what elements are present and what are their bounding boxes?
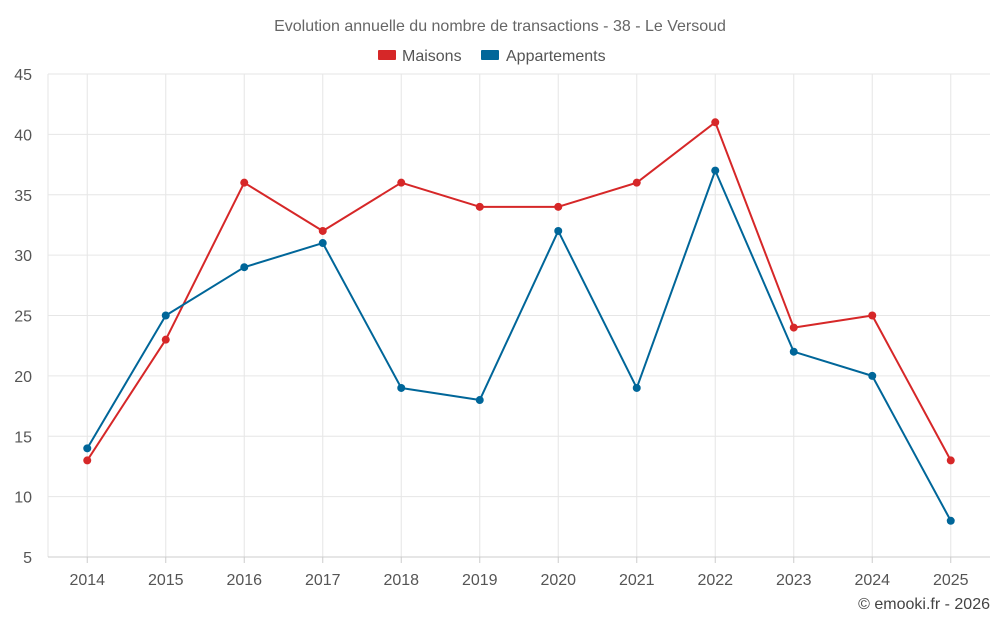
data-point-appartements[interactable] [475, 396, 484, 405]
data-point-appartements[interactable] [946, 516, 955, 525]
series-line-appartements [86, 169, 952, 522]
chart-title: Evolution annuelle du nombre de transact… [274, 18, 726, 35]
series-line-maisons [86, 121, 952, 461]
x-tick-label: 2021 [619, 572, 655, 589]
y-tick-label: 30 [14, 248, 32, 265]
data-point-appartements[interactable] [397, 383, 406, 392]
legend-swatch-maisons [378, 50, 396, 60]
data-point-maisons[interactable] [868, 311, 877, 320]
data-point-appartements[interactable] [632, 383, 641, 392]
x-tick-label: 2015 [148, 572, 184, 589]
x-tick-label: 2023 [776, 572, 812, 589]
y-tick-label: 35 [14, 188, 32, 205]
x-tick-label: 2014 [69, 572, 105, 589]
data-point-appartements[interactable] [554, 226, 563, 235]
credit-text: © emooki.fr - 2026 [858, 596, 990, 613]
x-tick-label: 2018 [383, 572, 419, 589]
data-point-maisons[interactable] [554, 202, 563, 211]
data-point-maisons[interactable] [946, 456, 955, 465]
data-point-maisons[interactable] [397, 178, 406, 187]
legend-label-appartements: Appartements [506, 48, 606, 65]
grid [47, 73, 990, 557]
data-point-maisons[interactable] [475, 202, 484, 211]
data-point-maisons[interactable] [83, 456, 92, 465]
x-tick-label: 2025 [933, 572, 969, 589]
data-point-appartements[interactable] [318, 239, 327, 248]
data-point-appartements[interactable] [161, 311, 170, 320]
y-tick-label: 40 [14, 127, 32, 144]
x-tick-label: 2024 [854, 572, 890, 589]
y-tick-label: 5 [23, 550, 32, 567]
data-point-maisons[interactable] [161, 335, 170, 344]
x-tick-label: 2016 [226, 572, 262, 589]
legend: Maisons Appartements [378, 48, 606, 65]
x-tick-label: 2020 [540, 572, 576, 589]
y-tick-label: 20 [14, 369, 32, 386]
legend-swatch-appartements [481, 50, 499, 60]
x-tick-label: 2022 [697, 572, 733, 589]
legend-item-appartements[interactable]: Appartements [481, 48, 606, 65]
series [83, 118, 955, 525]
data-point-appartements[interactable] [868, 371, 877, 380]
legend-label-maisons: Maisons [402, 48, 462, 65]
data-point-maisons[interactable] [789, 323, 798, 332]
data-point-maisons[interactable] [240, 178, 249, 187]
y-tick-label: 25 [14, 309, 32, 326]
x-tick-label: 2019 [462, 572, 498, 589]
data-point-appartements[interactable] [711, 166, 720, 175]
data-point-appartements[interactable] [240, 263, 249, 272]
data-point-maisons[interactable] [711, 118, 720, 127]
legend-item-maisons[interactable]: Maisons [378, 48, 462, 65]
y-tick-label: 45 [14, 67, 32, 84]
y-tick-label: 10 [14, 490, 32, 507]
x-tick-label: 2017 [305, 572, 341, 589]
data-point-appartements[interactable] [789, 347, 798, 356]
data-point-appartements[interactable] [83, 444, 92, 453]
y-tick-label: 15 [14, 429, 32, 446]
data-point-maisons[interactable] [318, 226, 327, 235]
data-point-maisons[interactable] [632, 178, 641, 187]
